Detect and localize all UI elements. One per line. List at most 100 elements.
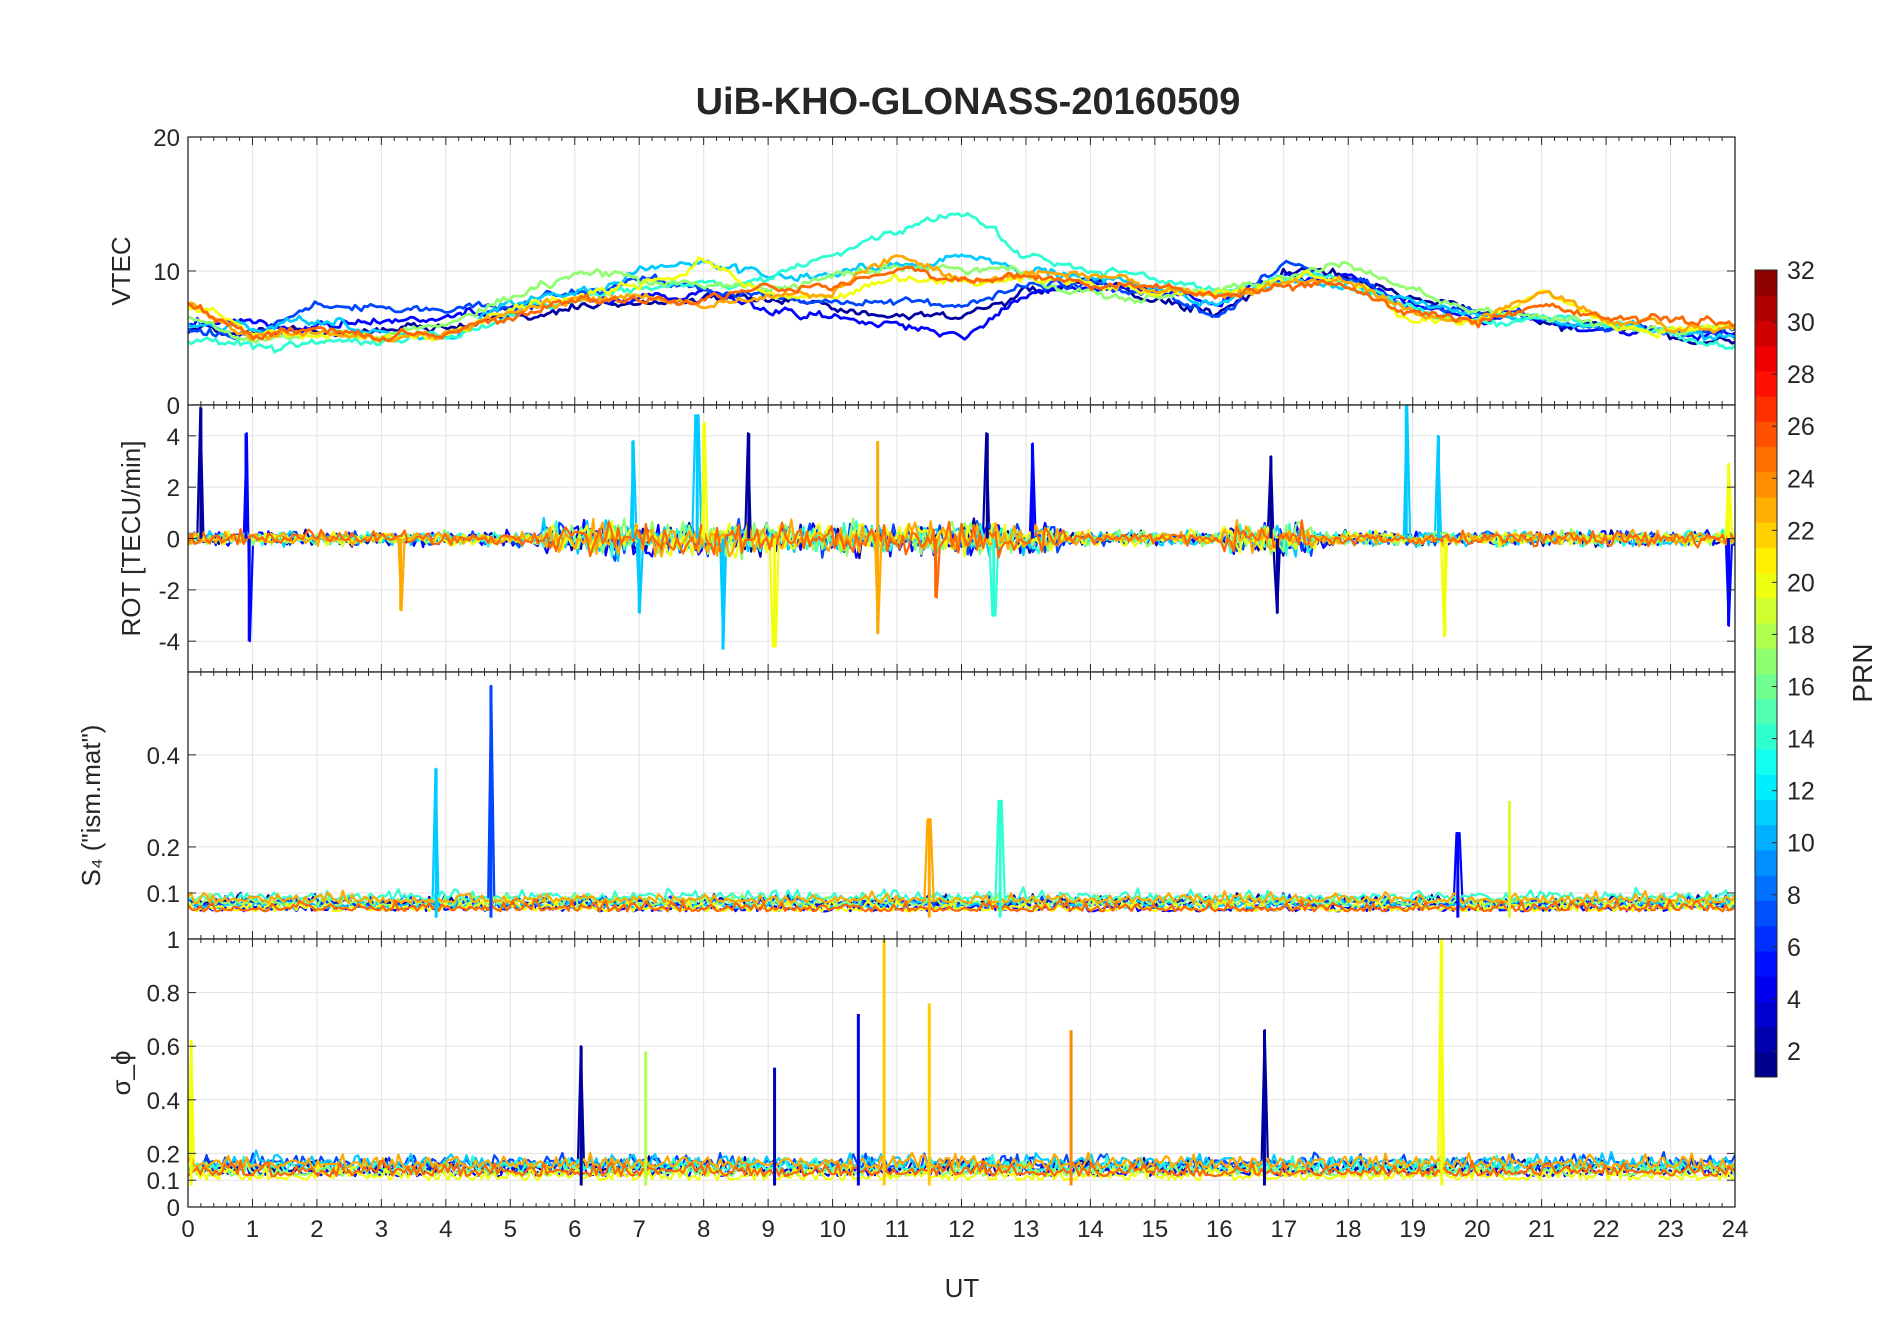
x-axis-label: UT: [945, 1273, 980, 1303]
x-tick-label: 9: [761, 1216, 774, 1243]
x-tick-label: 3: [375, 1216, 388, 1243]
colorbar-tick-label: 30: [1787, 309, 1815, 337]
series-group: [188, 939, 1735, 1186]
y-tick-label: 4: [167, 424, 180, 451]
y-tick-label: 0.2: [147, 1141, 180, 1168]
colorbar-swatch: [1755, 496, 1777, 523]
panel-rot: -4 -2 0 2 4 ROT [TECU/min]: [116, 404, 1736, 673]
y-tick-label: -4: [159, 629, 180, 656]
panel-sigma: 0 1 2 3 4 5 6 7 8 9 10 11 12 13 14 15 16 17 18 19 20 21 22 23 24…: [106, 927, 1748, 1243]
colorbar-swatch: [1755, 295, 1777, 321]
colorbar-swatch: [1755, 824, 1777, 851]
x-tick-label: 5: [504, 1216, 517, 1243]
colorbar-swatch: [1755, 270, 1777, 296]
colorbar-swatch: [1755, 723, 1777, 750]
series-line-prn-25: [188, 1159, 1735, 1178]
x-tick-label: 18: [1335, 1216, 1362, 1243]
y-axis-label-sigma: σ_ϕ: [106, 1050, 136, 1095]
x-tick-label: 15: [1142, 1216, 1169, 1243]
y-tick-label: 0: [167, 393, 180, 420]
y-ticks: 0 10 20: [153, 125, 1735, 420]
x-tick-label: 1: [246, 1216, 259, 1243]
colorbar-swatch: [1755, 950, 1777, 977]
x-tick-label: 0: [181, 1216, 194, 1243]
x-tick-label: 19: [1399, 1216, 1426, 1243]
colorbar-swatch: [1755, 673, 1777, 700]
chart-title: UiB-KHO-GLONASS-20160509: [696, 81, 1241, 123]
x-tick-label: 24: [1722, 1216, 1749, 1243]
colorbar-tick-label: 22: [1787, 517, 1815, 545]
y-tick-label: 20: [153, 125, 180, 152]
y-tick-label: 0.2: [147, 835, 180, 862]
x-tick-label: 20: [1464, 1216, 1491, 1243]
y-tick-label: 0.1: [147, 881, 180, 908]
y-tick-label: 0.8: [147, 981, 180, 1008]
colorbar-tick-label: 20: [1787, 569, 1815, 597]
y-tick-label: 1: [167, 927, 180, 954]
x-ticks: 0 1 2 3 4 5 6 7 8 9 10 11 12 13 14 15 16 17 18 19 20 21 22 23 24: [181, 939, 1748, 1243]
colorbar-swatch: [1755, 850, 1777, 876]
x-tick-label: 4: [439, 1216, 452, 1243]
series-line-prn-23: [188, 1151, 1735, 1170]
colorbar-swatch: [1755, 446, 1777, 473]
colorbar-swatch: [1755, 774, 1777, 801]
y-ticks: -4 -2 0 2 4: [159, 424, 1735, 656]
x-ticks: [187, 672, 1736, 939]
y-tick-label: 0.1: [147, 1168, 180, 1195]
series-line-prn-25: [188, 519, 1735, 599]
series-line-prn-20: [188, 939, 1735, 1182]
colorbar-tick-label: 28: [1787, 361, 1815, 389]
x-tick-label: 21: [1528, 1216, 1555, 1243]
colorbar-swatch: [1755, 396, 1777, 422]
x-tick-label: 17: [1270, 1216, 1297, 1243]
colorbar-swatch: [1755, 421, 1777, 448]
series-line-prn-20: [188, 898, 1735, 913]
colorbar-swatch: [1755, 925, 1777, 952]
colorbar-tick-label: 10: [1787, 830, 1815, 858]
grid: [187, 672, 1736, 939]
colorbar-tick-label: 16: [1787, 674, 1815, 702]
colorbar-tick-label: 2: [1787, 1038, 1801, 1066]
colorbar-label: PRN: [1847, 643, 1878, 702]
y-ticks: 0.1 0.2 0.4: [147, 743, 1735, 908]
colorbar-swatch: [1755, 623, 1777, 649]
y-tick-label: 0: [167, 527, 180, 554]
x-tick-label: 14: [1077, 1216, 1104, 1243]
y-ticks: 00.10.2 0.4 0.6 0.8 1: [147, 927, 1735, 1222]
colorbar-tick-label: 12: [1787, 778, 1815, 806]
colorbar-tick-label: 26: [1787, 413, 1815, 441]
colorbar-swatch: [1755, 749, 1777, 775]
x-tick-label: 10: [819, 1216, 846, 1243]
x-ticks: [187, 137, 1736, 405]
colorbar-tick-label: 32: [1787, 257, 1815, 285]
colorbar-frame: [1754, 269, 1778, 1078]
panel-s4: 0.1 0.2 0.4 S₄ ("ism.mat"): [76, 671, 1736, 940]
colorbar-tick-label: 24: [1787, 465, 1815, 493]
x-ticks: [187, 405, 1736, 672]
y-tick-label: -2: [159, 578, 180, 605]
x-tick-label: 11: [885, 1216, 910, 1243]
colorbar-swatch: [1755, 648, 1777, 674]
y-tick-label: 2: [167, 475, 180, 502]
series-group: [188, 211, 1735, 354]
panel-vtec: 0 10 20 VTEC: [106, 125, 1736, 420]
y-tick-label: 10: [153, 259, 180, 286]
colorbar-tick-label: 6: [1787, 934, 1801, 962]
colorbar-swatch: [1755, 1001, 1777, 1028]
series-line-prn-25: [188, 265, 1735, 343]
colorbar-tick-label: 8: [1787, 882, 1801, 910]
x-tick-label: 23: [1657, 1216, 1684, 1243]
y-tick-label: 0.4: [147, 743, 180, 770]
colorbar-swatch: [1755, 522, 1777, 548]
series-line-prn-14: [188, 211, 1735, 354]
x-tick-label: 6: [568, 1216, 581, 1243]
x-tick-label: 7: [633, 1216, 646, 1243]
y-tick-label: 0.6: [147, 1034, 180, 1061]
colorbar-swatch: [1755, 1026, 1777, 1053]
colorbar-tick-label: 14: [1787, 726, 1815, 754]
colorbar-swatch: [1755, 698, 1777, 725]
colorbar-swatch: [1755, 370, 1777, 397]
